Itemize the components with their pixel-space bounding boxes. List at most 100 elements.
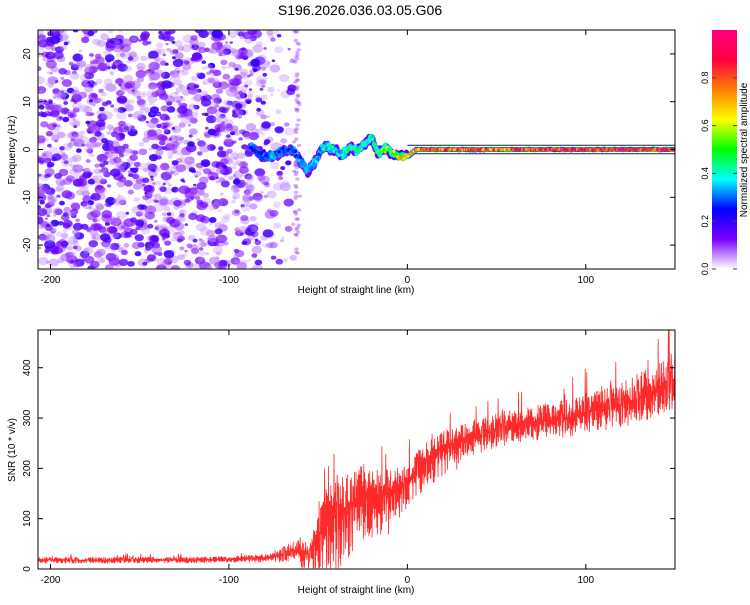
signal-cell bbox=[314, 159, 319, 164]
noise-speck bbox=[56, 124, 60, 128]
snr-xtick-label: 0 bbox=[405, 575, 411, 586]
colorbar: 0.0 0.2 0.4 0.6 0.8 Normalized spectral ampl… bbox=[700, 30, 750, 275]
noise-speck bbox=[240, 203, 251, 212]
noise-speck bbox=[39, 234, 49, 242]
noise-speck bbox=[47, 161, 55, 168]
noise-speck bbox=[165, 42, 169, 46]
noise-speck bbox=[126, 59, 131, 64]
noise-speck bbox=[121, 122, 133, 131]
noise-speck bbox=[261, 132, 266, 136]
noise-speck bbox=[88, 240, 99, 248]
noise-speck bbox=[45, 223, 51, 227]
noise-speck bbox=[174, 40, 183, 47]
noise-speck bbox=[138, 39, 142, 42]
signal-cell bbox=[366, 140, 370, 144]
noise-speck bbox=[261, 84, 266, 88]
noise-speck bbox=[70, 213, 77, 219]
noise-speck bbox=[63, 101, 69, 105]
noise-speck bbox=[211, 30, 223, 39]
snr-xtick-label: 100 bbox=[577, 575, 594, 586]
noise-speck bbox=[241, 179, 246, 183]
noise-speck bbox=[296, 93, 301, 97]
noise-speck bbox=[270, 37, 276, 42]
noise-speck bbox=[74, 232, 85, 240]
noise-speck bbox=[106, 131, 111, 135]
noise-speck bbox=[293, 183, 298, 188]
noise-speck bbox=[89, 141, 97, 148]
noise-speck bbox=[193, 84, 200, 89]
noise-speck bbox=[214, 222, 223, 229]
noise-speck bbox=[96, 153, 108, 163]
noise-speck bbox=[218, 53, 223, 57]
noise-speck bbox=[81, 36, 90, 44]
signal-cell bbox=[280, 152, 284, 157]
noise-speck bbox=[119, 52, 126, 58]
noise-speck bbox=[99, 228, 108, 235]
noise-speck bbox=[225, 41, 229, 44]
noise-speck bbox=[212, 81, 222, 89]
noise-speck bbox=[40, 173, 45, 177]
noise-speck bbox=[54, 92, 66, 101]
noise-speck bbox=[89, 53, 94, 57]
noise-speck bbox=[177, 254, 185, 260]
signal-cell bbox=[299, 162, 304, 167]
noise-speck bbox=[208, 106, 213, 110]
signal-cell bbox=[262, 149, 266, 153]
noise-speck bbox=[197, 140, 206, 147]
noise-speck bbox=[294, 107, 299, 111]
noise-speck bbox=[127, 56, 134, 61]
noise-speck bbox=[69, 211, 76, 217]
noise-speck bbox=[53, 214, 57, 217]
noise-speck bbox=[260, 94, 268, 100]
signal-cell bbox=[268, 157, 272, 162]
noise-speck bbox=[155, 165, 163, 171]
noise-speck bbox=[44, 234, 56, 243]
noise-speck bbox=[229, 41, 233, 44]
noise-speck bbox=[289, 254, 298, 261]
noise-speck bbox=[176, 99, 182, 104]
noise-speck bbox=[196, 256, 203, 262]
noise-speck bbox=[194, 175, 198, 178]
noise-speck bbox=[296, 100, 301, 104]
noise-speck bbox=[55, 184, 65, 192]
noise-speck bbox=[123, 126, 130, 131]
noise-speck bbox=[98, 88, 104, 93]
signal-cell bbox=[301, 159, 305, 164]
noise-speck bbox=[159, 186, 167, 192]
noise-speck bbox=[218, 146, 224, 151]
noise-speck bbox=[171, 160, 179, 166]
noise-speck bbox=[135, 70, 147, 79]
noise-speck bbox=[217, 198, 229, 207]
noise-speck bbox=[118, 258, 129, 266]
noise-speck bbox=[152, 199, 158, 203]
noise-speck bbox=[178, 136, 184, 141]
noise-speck bbox=[205, 229, 215, 237]
noise-speck bbox=[219, 85, 228, 91]
noise-speck bbox=[115, 134, 121, 139]
noise-speck bbox=[239, 232, 245, 236]
noise-speck bbox=[175, 87, 183, 93]
noise-speck bbox=[60, 77, 65, 80]
noise-speck bbox=[79, 250, 90, 259]
noise-speck bbox=[170, 75, 176, 81]
noise-speck bbox=[294, 247, 299, 251]
signal-cell bbox=[341, 156, 345, 160]
noise-speck bbox=[68, 141, 73, 145]
noise-speck bbox=[106, 184, 112, 188]
noise-speck bbox=[138, 98, 147, 105]
noise-speck bbox=[110, 217, 122, 227]
colorbar-label: Normalized spectral amplitude bbox=[739, 82, 750, 217]
noise-speck bbox=[80, 186, 89, 194]
noise-speck bbox=[118, 30, 123, 33]
noise-speck bbox=[234, 209, 240, 214]
noise-speck bbox=[247, 94, 253, 99]
noise-speck bbox=[293, 190, 299, 194]
noise-speck bbox=[55, 46, 64, 53]
noise-speck bbox=[154, 168, 160, 173]
noise-speck bbox=[43, 110, 52, 117]
noise-speck bbox=[107, 30, 114, 34]
noise-speck bbox=[227, 31, 237, 39]
noise-speck bbox=[119, 199, 127, 206]
signal-cell bbox=[318, 147, 322, 152]
noise-speck bbox=[94, 131, 102, 137]
